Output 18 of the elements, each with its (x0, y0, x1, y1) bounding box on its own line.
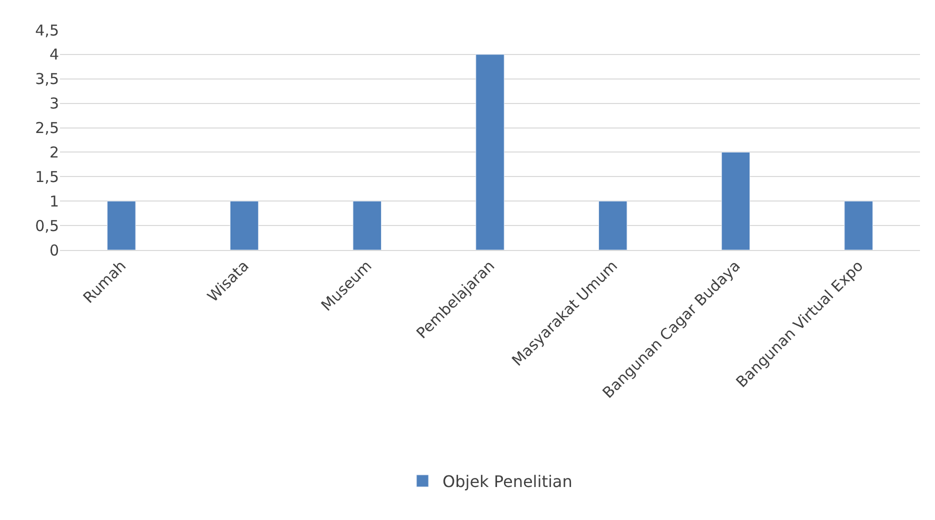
y-tick-label: 1 (49, 192, 59, 210)
bar (844, 200, 873, 250)
bar (476, 54, 504, 250)
bar (107, 200, 136, 250)
legend-label: Objek Penelitian (442, 472, 572, 492)
bar (352, 200, 382, 250)
y-tick-label: 4,5 (35, 21, 59, 40)
y-tick-label: 3 (49, 94, 59, 113)
y-tick-label: 2 (49, 143, 59, 162)
y-tick-label: 3,5 (35, 70, 59, 88)
y-tick-label: 2,5 (35, 119, 59, 138)
bar (721, 152, 750, 250)
y-tick-label: 1,5 (35, 168, 59, 186)
bar (230, 200, 259, 250)
y-tick-label: 4 (49, 46, 59, 64)
y-tick-label: 0,5 (35, 216, 59, 235)
y-tick-label: 0 (49, 241, 59, 260)
bar (598, 200, 628, 250)
